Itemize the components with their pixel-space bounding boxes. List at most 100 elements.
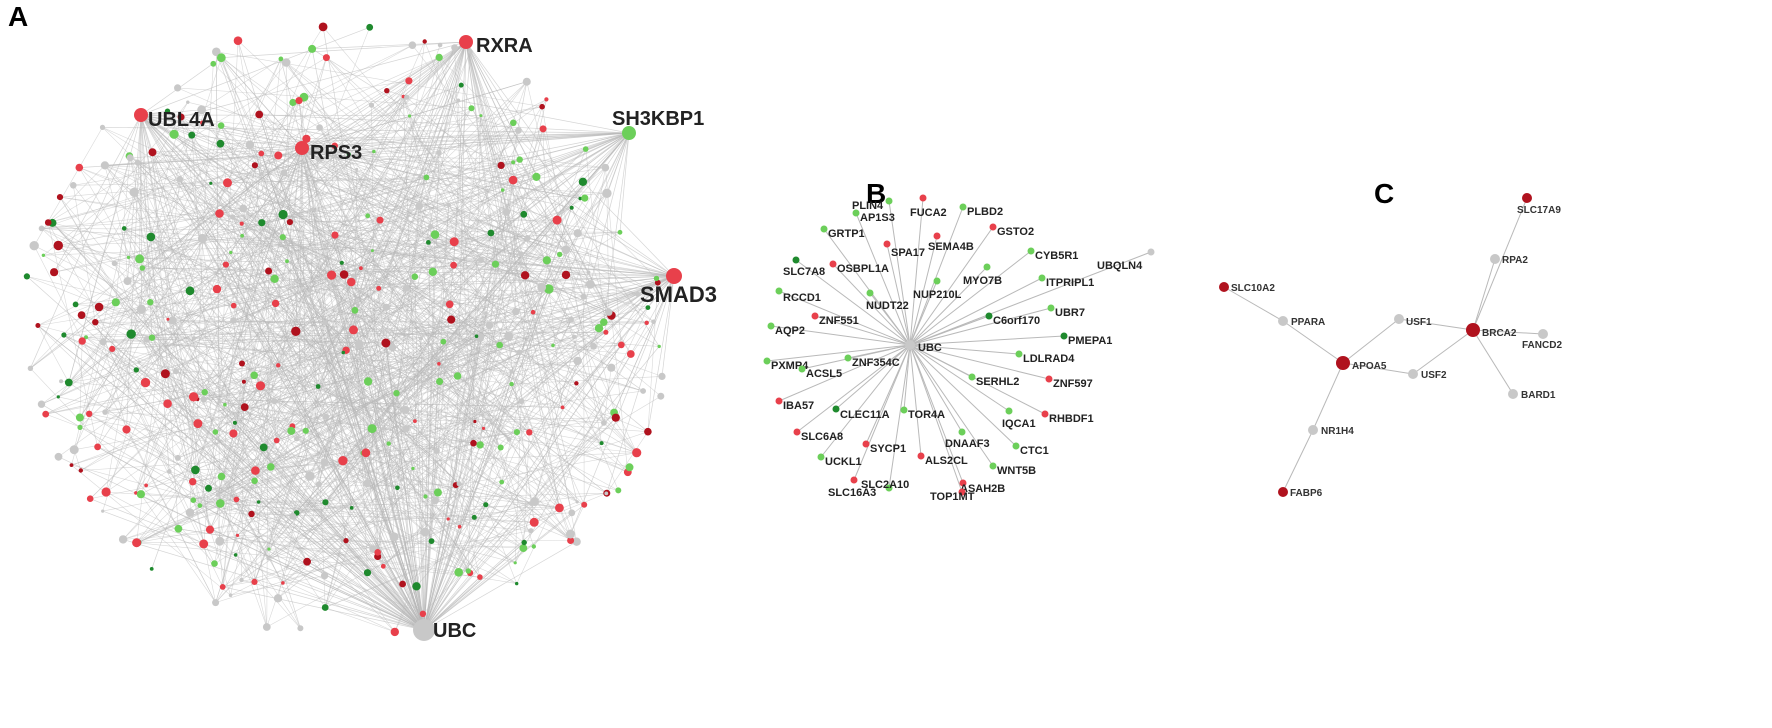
- panel-a-hub-edge: [371, 428, 425, 631]
- panel-a-hub-edge: [130, 147, 303, 159]
- panel-b-edge: [909, 266, 988, 346]
- panel-a-edge: [71, 464, 231, 596]
- panel-a-edge: [142, 267, 395, 538]
- panel-c-label-rpa2: RPA2: [1502, 255, 1528, 266]
- panel-a-edge: [325, 289, 649, 503]
- panel-a-node: [474, 334, 479, 339]
- panel-a-node: [450, 261, 457, 269]
- panel-a-node: [99, 338, 107, 346]
- panel-a-edge: [606, 193, 610, 313]
- panel-a-node: [473, 419, 477, 424]
- panel-a-node: [400, 478, 404, 482]
- panel-b-label-fuca2: FUCA2: [910, 207, 947, 219]
- panel-a-node: [381, 338, 391, 348]
- panel-a-node: [635, 291, 641, 297]
- panel-a-edge: [258, 114, 560, 509]
- panel-a-node: [315, 384, 321, 389]
- panel-a-edge: [282, 236, 607, 494]
- panel-b-label-ctc1: CTC1: [1020, 445, 1049, 457]
- panel-b-edge: [909, 315, 990, 346]
- panel-a-node: [70, 182, 77, 189]
- panel-a-edge: [214, 268, 362, 564]
- panel-a-node: [590, 342, 597, 350]
- panel-a-node: [177, 113, 185, 121]
- panel-a-edge: [542, 128, 548, 261]
- panel-a-edge: [606, 431, 649, 494]
- panel-a-node: [126, 154, 134, 162]
- panel-a-hub-edge: [301, 147, 649, 432]
- panel-a-hub-edge: [292, 516, 425, 631]
- panel-a-node: [230, 317, 237, 324]
- panel-a-edge: [317, 145, 335, 387]
- panel-a-hub-edge: [322, 26, 425, 631]
- panel-b-edge: [909, 197, 924, 346]
- panel-a-node: [256, 500, 261, 504]
- panel-a-hub-edge: [126, 429, 425, 631]
- panel-b-edge: [888, 344, 911, 489]
- panel-a-node: [422, 39, 427, 44]
- panel-b-edge: [820, 344, 911, 458]
- panel-a-hub-edge: [286, 147, 303, 262]
- panel-a-node: [188, 392, 199, 402]
- panel-a-hub-edge: [301, 147, 496, 265]
- panel-a-node: [617, 229, 623, 235]
- panel-a-node: [347, 277, 356, 287]
- panel-a-node: [521, 539, 527, 546]
- panel-c-node-apoa5: [1336, 356, 1350, 370]
- panel-b-node-serhl2: [968, 373, 976, 381]
- panel-letter-c: C: [1374, 178, 1394, 209]
- panel-a-hub-edge: [423, 249, 567, 631]
- panel-a-edge: [58, 245, 520, 353]
- panel-a-hub-edge: [301, 147, 548, 261]
- panel-a-hub-edge: [301, 147, 524, 215]
- panel-b-label-asah2b: ASAH2B: [960, 483, 1005, 495]
- panel-a-edge: [80, 396, 194, 471]
- panel-a-edge: [548, 288, 563, 408]
- panel-a-edge: [73, 192, 135, 450]
- panel-a-hub-edge: [423, 319, 572, 631]
- panel-a-edge: [449, 304, 535, 547]
- panel-b-center-node: [905, 340, 915, 350]
- panel-a-hub-edge: [268, 132, 630, 550]
- panel-c-edge: [1282, 429, 1314, 493]
- panel-a-edge: [222, 332, 607, 588]
- panel-b-label-itpripl1: ITPRIPL1: [1046, 277, 1094, 289]
- panel-c-node-usf1: [1394, 314, 1404, 324]
- panel-b-node-iqca1: [1005, 407, 1013, 415]
- panel-a-hub-edge: [301, 147, 345, 275]
- panel-a-node: [331, 142, 339, 150]
- panel-b-edge: [909, 344, 922, 457]
- panel-a-edge: [99, 306, 577, 384]
- panel-a-node: [310, 207, 314, 211]
- panel-a-hub-edge: [221, 57, 303, 149]
- panel-a-node: [210, 60, 217, 67]
- panel-a-node: [376, 285, 382, 291]
- panel-a-node: [351, 273, 356, 278]
- panel-a-hub-edge: [292, 426, 425, 631]
- panel-a-edge: [266, 270, 269, 628]
- panel-a-node: [143, 336, 151, 343]
- panel-a-hub-edge: [334, 235, 425, 631]
- panel-a-node: [605, 308, 613, 316]
- panel-a-node: [573, 229, 582, 238]
- panel-a-node: [508, 175, 518, 185]
- panel-a-node: [241, 379, 246, 384]
- panel-a-edge: [90, 421, 475, 499]
- panel-a-hub-edge: [97, 446, 425, 631]
- panel-a-hub-edge: [241, 579, 425, 631]
- panel-a-hub-edge: [423, 547, 524, 631]
- panel-c-network: SLC17A9 RPA2 SLC10A2 PPARA USF1 BRCA2 FANCD2 AP…: [1219, 193, 1562, 499]
- panel-a-hub-edge: [267, 558, 425, 631]
- panel-a-node: [270, 274, 279, 283]
- panel-a-node: [402, 284, 410, 292]
- panel-a-node: [499, 479, 505, 485]
- panel-b-node-znf354c: [844, 354, 852, 362]
- panel-a-node: [586, 270, 591, 275]
- panel-a-edge: [74, 360, 578, 450]
- panel-a-node: [485, 321, 494, 330]
- panel-a-hub-edge: [26, 276, 425, 631]
- panel-a-node: [370, 249, 374, 253]
- panel-a-node: [291, 326, 301, 336]
- panel-a-node: [122, 425, 131, 434]
- panel-a-edge: [438, 152, 571, 541]
